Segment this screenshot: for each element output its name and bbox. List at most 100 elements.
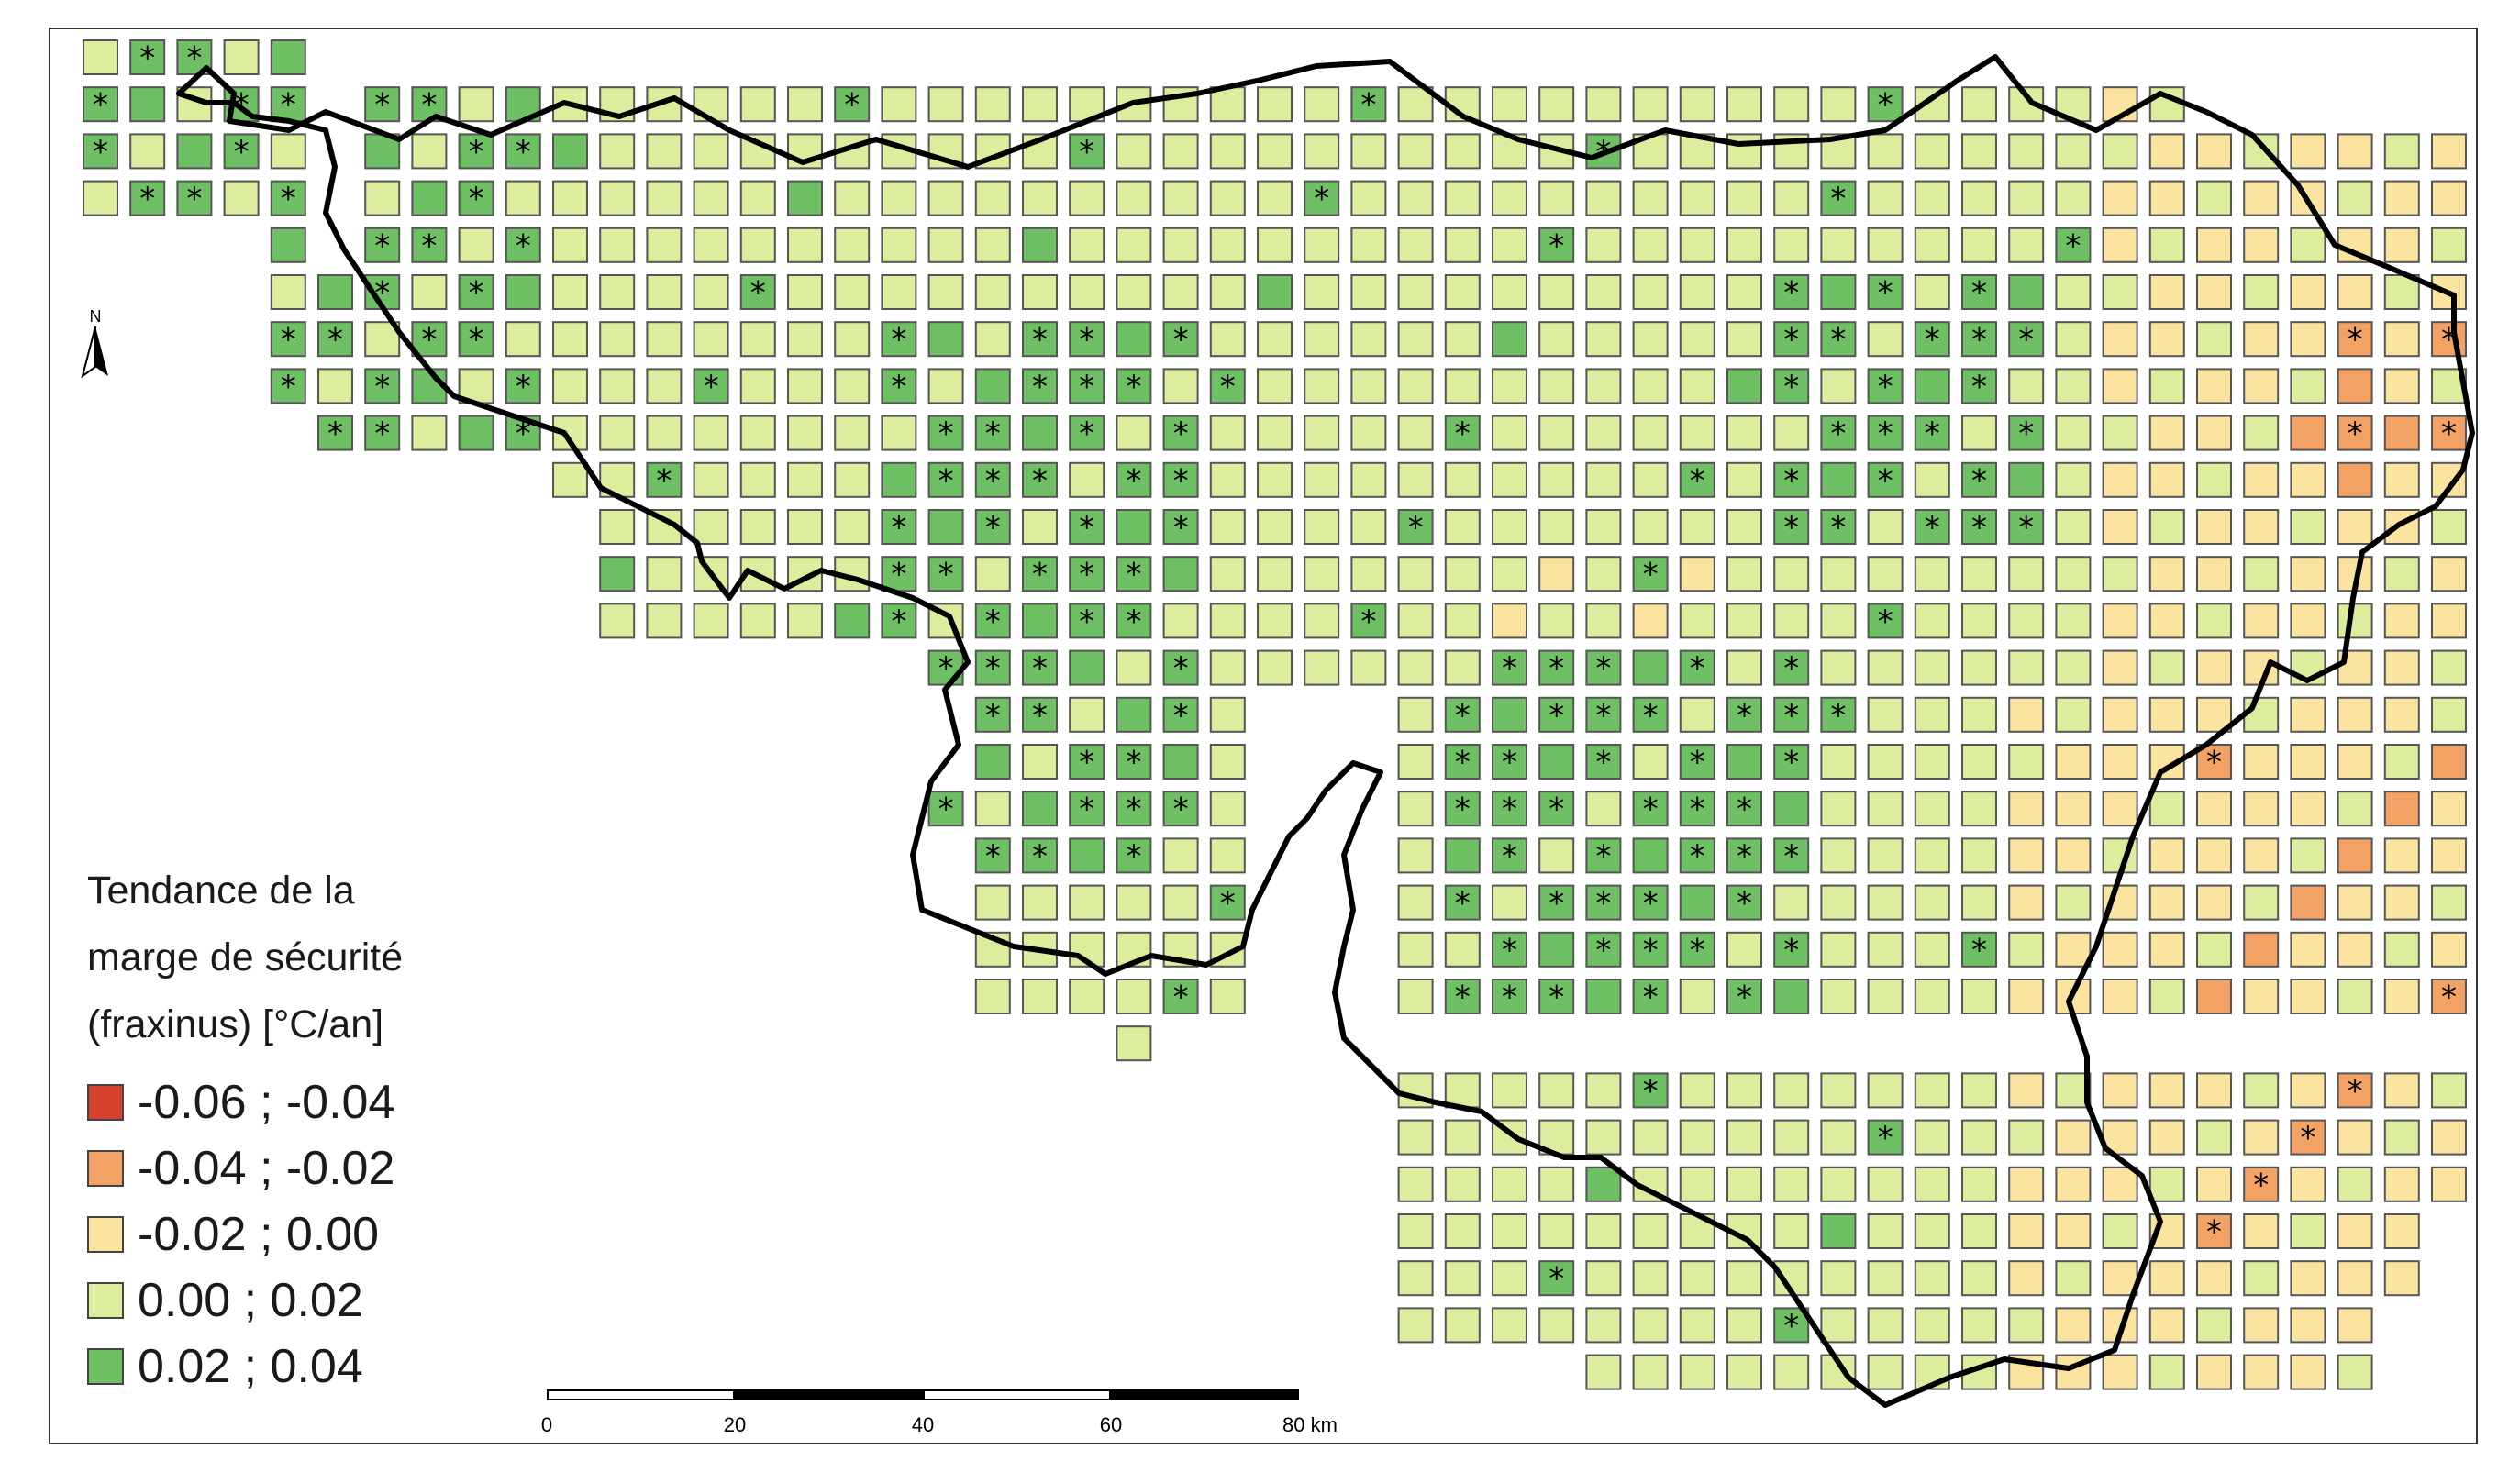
grid-cell	[927, 86, 964, 123]
legend-swatch	[87, 1216, 124, 1253]
grid-cell	[2337, 979, 2373, 1014]
grid-cell	[1820, 837, 1857, 874]
grid-cell	[1632, 979, 1669, 1014]
grid-cell	[1679, 884, 1715, 921]
grid-cell	[1914, 368, 1950, 404]
scale-tick-label: 20	[723, 1413, 747, 1436]
grid-cell	[2008, 979, 2045, 1014]
grid-cell	[1444, 696, 1481, 733]
significance-marker: *	[1079, 415, 1094, 452]
grid-cell	[2243, 133, 2280, 170]
grid-cell	[599, 133, 636, 170]
grid-cell	[1914, 837, 1950, 874]
grid-cell	[2383, 1072, 2420, 1109]
grid-cell	[2102, 133, 2138, 170]
significance-marker: *	[1643, 885, 1659, 922]
grid-cell	[1444, 274, 1481, 310]
significance-marker: *	[1878, 415, 1893, 452]
grid-cell	[2102, 180, 2138, 216]
grid-cell	[739, 368, 776, 404]
grid-cell	[552, 133, 588, 170]
significance-marker: *	[1643, 697, 1659, 734]
grid-cell	[1679, 556, 1715, 592]
grid-cell	[1820, 274, 1857, 310]
grid-cell	[1069, 556, 1105, 592]
grid-cell	[974, 509, 1011, 545]
grid-cell	[2055, 1213, 2092, 1249]
grid-cell	[693, 415, 729, 451]
grid-cell	[1961, 556, 1997, 592]
grid-cell	[2290, 696, 2326, 733]
grid-cell	[1350, 133, 1387, 170]
grid-cell	[2243, 1307, 2280, 1344]
grid-cell	[787, 461, 823, 498]
grid-cell	[458, 321, 494, 358]
grid-cell	[2148, 180, 2185, 216]
grid-cell	[2196, 791, 2232, 827]
grid-cell	[1492, 1260, 1527, 1297]
grid-cell	[2290, 368, 2326, 404]
grid-cell	[1914, 1119, 1950, 1156]
grid-cell	[1350, 649, 1387, 686]
significance-marker: *	[1032, 462, 1048, 499]
grid-cell	[2055, 884, 2092, 921]
grid-cell	[1022, 461, 1058, 498]
grid-cell	[2148, 837, 2185, 874]
grid-cell	[2290, 884, 2326, 921]
significance-marker: *	[1643, 557, 1659, 593]
significance-marker: *	[1126, 369, 1141, 405]
grid-cell	[1773, 744, 1810, 780]
grid-cell	[1585, 1354, 1622, 1390]
grid-cell	[2102, 649, 2138, 686]
grid-cell	[270, 227, 306, 263]
grid-cell	[1397, 603, 1434, 639]
grid-cell	[1867, 1072, 1904, 1109]
grid-cell	[2102, 696, 2138, 733]
grid-cell	[1961, 415, 1997, 451]
grid-cell	[1162, 274, 1199, 310]
grid-cell	[787, 274, 823, 310]
legend-swatch	[87, 1348, 124, 1385]
grid-cell	[2243, 321, 2280, 358]
grid-cell	[2148, 603, 2185, 639]
grid-cell	[223, 133, 260, 170]
grid-cell	[2243, 509, 2280, 545]
grid-cell	[2337, 1166, 2373, 1202]
grid-cell	[1961, 696, 1997, 733]
legend-label: -0.02 ; 0.00	[138, 1208, 380, 1261]
grid-cell	[2102, 1260, 2138, 1297]
grid-cell	[1022, 837, 1058, 874]
grid-cell	[2383, 884, 2420, 921]
significance-marker: *	[1737, 885, 1752, 922]
grid-cell	[2290, 931, 2326, 968]
significance-marker: *	[1455, 415, 1471, 452]
grid-cell	[552, 461, 588, 498]
grid-cell	[1022, 180, 1058, 216]
grid-cell	[2196, 979, 2232, 1014]
north-label: N	[89, 307, 102, 326]
grid-cell	[2290, 744, 2326, 780]
grid-cell	[1538, 461, 1575, 498]
grid-cell	[2290, 1354, 2326, 1390]
grid-cell	[2383, 791, 2420, 827]
grid-cell	[646, 133, 683, 170]
significance-marker: *	[985, 697, 1001, 734]
grid-cell	[317, 321, 353, 358]
grid-cell	[1820, 744, 1857, 780]
grid-cell	[1492, 603, 1527, 639]
grid-cell	[834, 368, 871, 404]
grid-cell	[1726, 180, 1762, 216]
grid-cell	[1538, 1307, 1575, 1344]
grid-cell	[974, 979, 1011, 1014]
significance-marker: *	[1737, 791, 1752, 828]
grid-cell	[1773, 415, 1810, 451]
grid-cell	[1304, 556, 1340, 592]
grid-cell	[2148, 1260, 2185, 1297]
grid-cell	[1961, 133, 1997, 170]
significance-marker: *	[938, 557, 954, 593]
grid-cell	[2337, 1072, 2373, 1109]
grid-cell	[1492, 86, 1527, 123]
grid-cell	[1069, 227, 1105, 263]
grid-cell	[1726, 649, 1762, 686]
significance-marker: *	[985, 510, 1001, 547]
